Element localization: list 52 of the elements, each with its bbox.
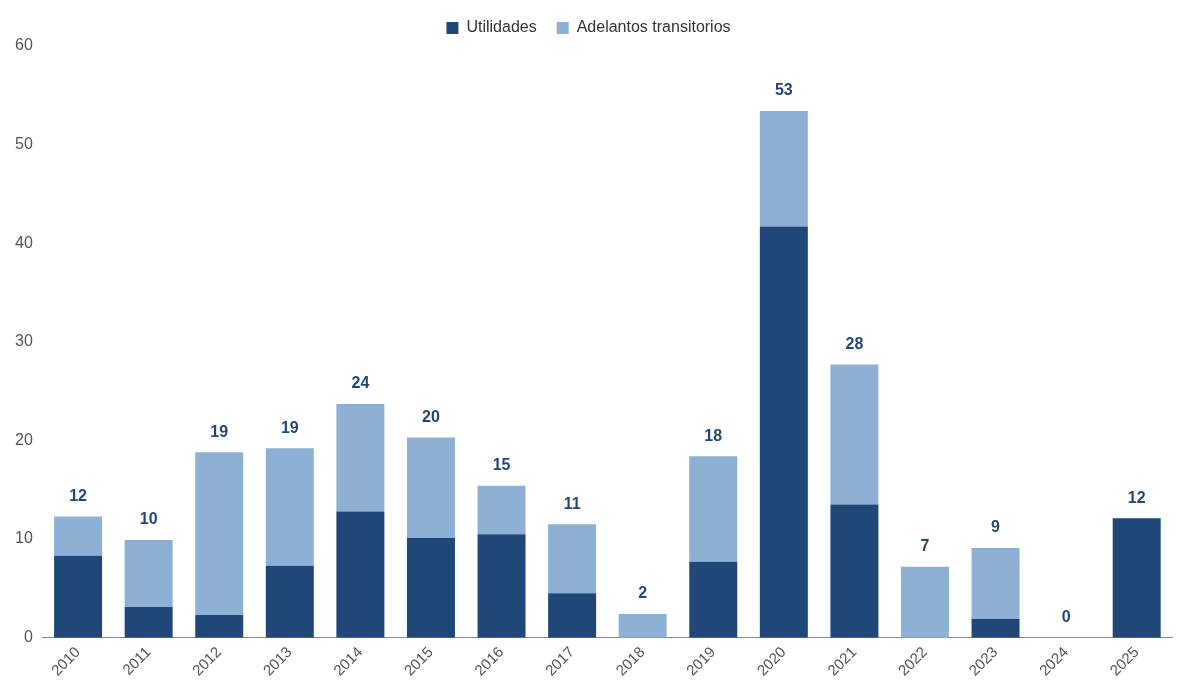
total-label: 24 (351, 374, 370, 392)
bar (336, 403, 385, 512)
bar (265, 565, 314, 638)
total-label: 12 (69, 486, 88, 504)
bar (689, 456, 738, 562)
bar (54, 516, 103, 556)
bar (406, 437, 455, 539)
total-label: 10 (139, 510, 158, 528)
bar (830, 504, 879, 638)
y-tick-label: 10 (15, 529, 33, 547)
total-label: 28 (845, 334, 864, 352)
bar (548, 524, 597, 594)
total-label: 2 (638, 584, 648, 602)
bar (336, 511, 385, 638)
bar (900, 566, 949, 638)
legend-label: Adelantos transitorios (576, 18, 731, 36)
bar (124, 607, 173, 638)
total-label: 53 (774, 81, 793, 99)
y-tick-label: 20 (15, 430, 33, 448)
bar (477, 485, 526, 535)
y-tick-label: 0 (23, 628, 33, 646)
total-label: 20 (422, 407, 440, 425)
bar (265, 448, 314, 566)
bar (971, 547, 1020, 619)
bar (618, 614, 667, 638)
bar (54, 555, 103, 638)
total-label: 9 (991, 518, 1001, 536)
bar (195, 615, 244, 638)
bar (406, 538, 455, 638)
total-label: 18 (704, 426, 723, 444)
bar (971, 618, 1020, 638)
legend-label: Utilidades (466, 18, 537, 36)
y-tick-label: 60 (15, 36, 33, 54)
bar (195, 452, 244, 615)
y-tick-label: 50 (15, 135, 33, 153)
bar (759, 226, 808, 638)
total-label: 19 (280, 418, 299, 436)
bar (124, 540, 173, 608)
bar (1112, 518, 1161, 638)
total-label: 12 (1127, 488, 1146, 506)
total-label: 19 (210, 422, 229, 440)
y-tick-label: 40 (15, 233, 33, 251)
total-label: 7 (920, 537, 930, 555)
y-tick-label: 30 (15, 332, 33, 350)
total-label: 0 (1061, 608, 1071, 626)
bar (759, 111, 808, 227)
bar (548, 593, 597, 638)
bar (689, 561, 738, 638)
bar (477, 534, 526, 638)
total-label: 11 (563, 494, 581, 512)
total-label: 15 (492, 456, 511, 474)
bar (830, 364, 879, 505)
